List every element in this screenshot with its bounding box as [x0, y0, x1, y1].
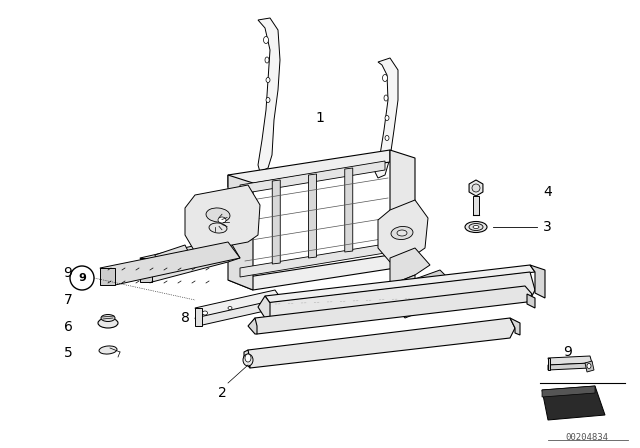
Ellipse shape — [266, 98, 270, 103]
Polygon shape — [228, 255, 415, 290]
Polygon shape — [155, 245, 190, 268]
Polygon shape — [390, 150, 415, 265]
Text: 7: 7 — [63, 293, 72, 307]
Polygon shape — [185, 185, 260, 252]
Text: 00204834: 00204834 — [566, 432, 609, 441]
Ellipse shape — [209, 223, 227, 233]
Polygon shape — [510, 318, 520, 335]
Polygon shape — [375, 58, 398, 178]
Polygon shape — [473, 196, 479, 215]
Polygon shape — [530, 265, 545, 298]
Ellipse shape — [218, 217, 226, 223]
Ellipse shape — [384, 95, 388, 101]
Polygon shape — [390, 275, 415, 300]
Text: 8: 8 — [180, 311, 189, 325]
Polygon shape — [258, 296, 270, 318]
Polygon shape — [548, 356, 592, 365]
Polygon shape — [542, 386, 595, 397]
Polygon shape — [585, 361, 594, 372]
Ellipse shape — [206, 208, 230, 222]
Polygon shape — [195, 308, 202, 326]
Ellipse shape — [265, 57, 269, 63]
Polygon shape — [244, 318, 515, 368]
Ellipse shape — [587, 363, 591, 369]
Polygon shape — [265, 265, 535, 303]
Ellipse shape — [465, 221, 487, 233]
Polygon shape — [140, 238, 240, 282]
Text: 9: 9 — [78, 273, 86, 283]
Polygon shape — [258, 18, 280, 172]
Polygon shape — [100, 268, 115, 285]
Ellipse shape — [385, 135, 389, 141]
Ellipse shape — [228, 306, 232, 310]
Polygon shape — [308, 174, 317, 258]
Ellipse shape — [469, 224, 483, 231]
Ellipse shape — [70, 266, 94, 290]
Polygon shape — [240, 244, 385, 277]
Ellipse shape — [99, 346, 117, 354]
Polygon shape — [272, 180, 280, 264]
Polygon shape — [240, 161, 385, 194]
Ellipse shape — [202, 311, 207, 315]
Text: 6: 6 — [63, 320, 72, 334]
Text: 1: 1 — [316, 111, 324, 125]
Polygon shape — [244, 350, 250, 368]
Ellipse shape — [266, 78, 270, 82]
Polygon shape — [548, 358, 550, 370]
Text: 4: 4 — [543, 185, 552, 199]
Polygon shape — [345, 168, 353, 252]
Ellipse shape — [101, 314, 115, 322]
Ellipse shape — [385, 116, 389, 121]
Polygon shape — [150, 262, 162, 273]
Polygon shape — [390, 282, 455, 318]
Polygon shape — [378, 200, 428, 262]
Polygon shape — [390, 248, 430, 285]
Polygon shape — [250, 286, 532, 334]
Polygon shape — [390, 270, 455, 305]
Polygon shape — [140, 258, 152, 282]
Polygon shape — [265, 272, 535, 330]
Polygon shape — [248, 318, 257, 334]
Polygon shape — [228, 175, 253, 290]
Text: 2: 2 — [218, 386, 227, 400]
Ellipse shape — [397, 230, 407, 236]
Ellipse shape — [383, 74, 387, 82]
Polygon shape — [527, 294, 535, 308]
Text: 9: 9 — [564, 345, 572, 359]
Ellipse shape — [243, 354, 253, 366]
Polygon shape — [195, 290, 282, 318]
Text: 9: 9 — [63, 266, 72, 280]
Polygon shape — [100, 242, 240, 285]
Polygon shape — [469, 180, 483, 196]
Polygon shape — [228, 150, 390, 187]
Ellipse shape — [98, 318, 118, 328]
Ellipse shape — [391, 226, 413, 240]
Polygon shape — [548, 363, 590, 370]
Ellipse shape — [472, 184, 480, 192]
Polygon shape — [195, 300, 278, 326]
Text: 5: 5 — [63, 346, 72, 360]
Ellipse shape — [473, 225, 479, 228]
Ellipse shape — [245, 354, 251, 362]
Ellipse shape — [264, 36, 269, 43]
Text: 3: 3 — [543, 220, 552, 234]
Polygon shape — [542, 386, 605, 420]
